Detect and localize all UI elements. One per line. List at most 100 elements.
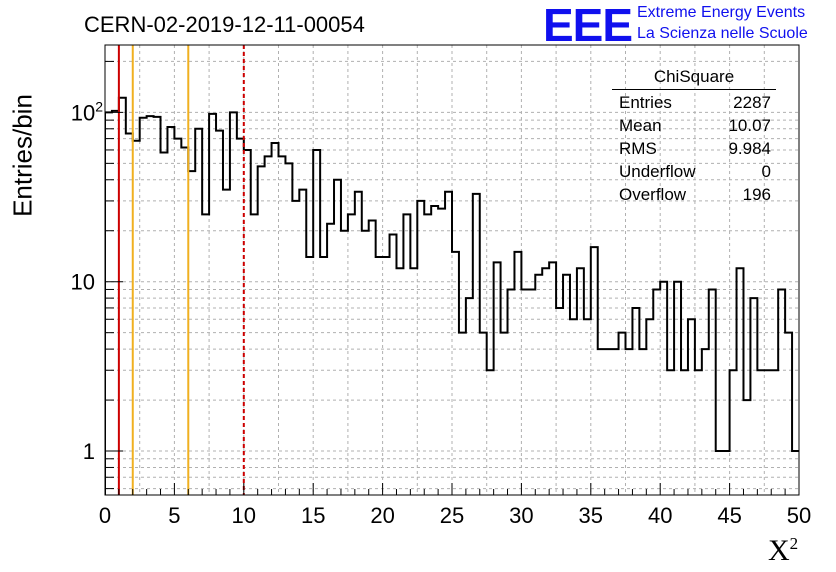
histogram-bin — [508, 289, 515, 495]
histogram-bin — [605, 349, 612, 495]
logo-text-line1: Extreme Energy Events — [637, 4, 806, 21]
histogram-bin — [584, 319, 591, 495]
stats-row-underflow: Underflow 0 — [619, 162, 771, 182]
histogram-bin — [410, 268, 417, 495]
histogram-bin — [757, 370, 764, 495]
histogram-bin — [119, 98, 126, 495]
histogram-bin — [598, 349, 605, 495]
x-tick-label: 45 — [717, 503, 741, 528]
histogram-bin — [334, 180, 341, 495]
histogram-bin — [417, 201, 424, 495]
stats-value: 196 — [742, 185, 771, 204]
histogram-bin — [355, 192, 362, 495]
stats-divider — [612, 89, 776, 90]
histogram-bin — [639, 349, 646, 495]
histogram-bin — [646, 319, 653, 495]
x-tick-label: 0 — [99, 503, 111, 528]
x-axis-label: X2 — [768, 534, 798, 568]
histogram-bin — [424, 214, 431, 495]
histogram-bin — [494, 262, 501, 495]
histogram-bin — [292, 201, 299, 495]
stats-label: RMS — [619, 139, 657, 158]
histogram-bin — [521, 289, 528, 495]
histogram-bin — [459, 333, 466, 495]
histogram-bin — [362, 231, 369, 495]
histogram-bin — [730, 370, 737, 495]
histogram-bin — [265, 156, 272, 495]
histogram-bin — [445, 192, 452, 495]
histogram — [105, 96, 827, 495]
histogram-bin — [390, 235, 397, 495]
x-axis-label-superscript: 2 — [789, 534, 799, 553]
x-axis-label-base: X — [768, 534, 790, 567]
x-tick-label: 10 — [232, 503, 256, 528]
x-tick-label: 25 — [440, 503, 464, 528]
stats-label: Mean — [619, 116, 662, 135]
histogram-bin — [535, 275, 542, 495]
histogram-bin — [181, 148, 188, 495]
histogram-bin — [383, 257, 390, 495]
histogram-bin — [438, 209, 445, 495]
histogram-bin — [820, 370, 827, 495]
x-tick-label: 15 — [301, 503, 325, 528]
stats-value: 10.07 — [728, 116, 771, 135]
histogram-bin — [167, 127, 174, 495]
histogram-bin — [799, 451, 806, 495]
histogram-bin — [230, 112, 237, 495]
x-tick-label: 5 — [168, 503, 180, 528]
histogram-bin — [154, 117, 161, 495]
histogram-bin — [660, 282, 667, 495]
histogram-bin — [549, 262, 556, 495]
histogram-bin — [285, 163, 292, 495]
y-axis: 1 10 102 — [71, 60, 123, 490]
histogram-bin — [396, 268, 403, 495]
histogram-bin — [709, 289, 716, 495]
histogram-bin — [306, 257, 313, 495]
histogram-bin — [778, 289, 785, 495]
histogram-bin — [209, 114, 216, 495]
histogram-bin — [244, 150, 251, 495]
stats-row-rms: RMS 9.984 — [619, 139, 771, 159]
histogram-bin — [570, 319, 577, 495]
histogram-bin — [140, 118, 147, 495]
histogram-bin — [563, 275, 570, 495]
stats-row-mean: Mean 10.07 — [619, 116, 771, 136]
histogram-bin — [591, 247, 598, 495]
histogram-bin — [750, 298, 757, 495]
histogram-bin — [133, 141, 140, 495]
histogram-bin — [785, 333, 792, 495]
histogram-series — [105, 96, 799, 495]
histogram-bin — [188, 171, 195, 495]
y-tick-label: 10 — [71, 270, 95, 295]
histogram-bin — [126, 134, 133, 495]
chart-title: CERN-02-2019-12-11-00054 — [84, 12, 365, 37]
x-tick-label: 30 — [509, 503, 533, 528]
stats-label: Overflow — [619, 185, 687, 204]
histogram-bin — [695, 370, 702, 495]
histogram-bin — [487, 370, 494, 495]
x-tick-label: 20 — [370, 503, 394, 528]
histogram-bin — [556, 308, 563, 495]
histogram-bin — [681, 370, 688, 495]
histogram-bin — [272, 143, 279, 495]
histogram-bin — [403, 214, 410, 495]
histogram-bin — [737, 268, 744, 495]
histogram-bin — [480, 333, 487, 495]
histogram-bin — [577, 268, 584, 495]
histogram-bin — [327, 224, 334, 495]
histogram-bin — [514, 252, 521, 495]
histogram-bin — [626, 349, 633, 495]
histogram-bin — [764, 370, 771, 495]
y-tick-label: 1 — [83, 439, 95, 464]
histogram-bin — [161, 152, 168, 495]
histogram-bin — [612, 349, 619, 495]
histogram-bin — [341, 231, 348, 495]
histogram-bin — [147, 116, 154, 495]
histogram-bin — [431, 206, 438, 495]
histogram-bin — [723, 451, 730, 495]
histogram-bin — [716, 451, 723, 495]
histogram-bin — [299, 190, 306, 495]
logo-text-line2: La Scienza nelle Scuole — [637, 25, 808, 42]
histogram-bin — [279, 156, 286, 495]
